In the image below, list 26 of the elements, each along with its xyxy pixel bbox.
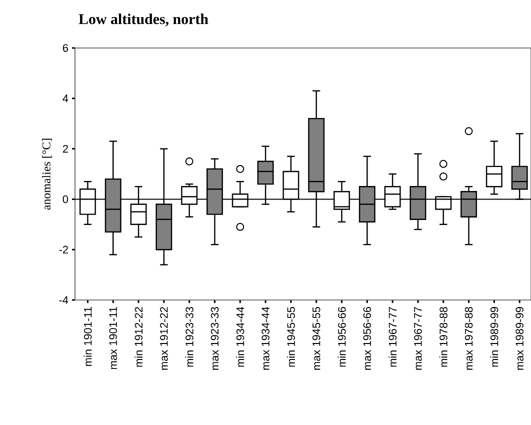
x-tick-label: max 1901-11	[109, 307, 117, 369]
x-tick-label: max 1945-55	[312, 307, 320, 370]
x-tick-label: max 1967-77	[414, 307, 422, 370]
x-tick-label: max 1923-33	[210, 307, 219, 370]
x-tick-label: max 1912-22	[160, 307, 168, 370]
x-tick-label: min 1967-77	[388, 307, 397, 367]
x-tick-label: min 1978-88	[439, 307, 448, 367]
y-tick-label: 4	[62, 94, 68, 102]
x-tick-label: min 1956-66	[338, 307, 346, 367]
x-tick-label: max 1989-99	[516, 307, 524, 370]
y-tick-label: 0	[62, 195, 68, 204]
x-tick-label: max 1978-88	[464, 307, 473, 370]
x-tick-label: min 1912-22	[134, 307, 143, 367]
x-tick-label: min 1989-99	[490, 307, 498, 367]
x-tick-label: min 1901-11	[84, 307, 92, 366]
y-tick-label: 6	[62, 44, 68, 52]
y-tick-label: -2	[59, 246, 68, 254]
y-tick-label: -4	[59, 296, 68, 304]
y-tick-label: 2	[62, 144, 68, 153]
y-axis-title: anomalies [°C]	[42, 138, 52, 210]
x-tick-label: max 1956-66	[363, 307, 372, 370]
x-tick-label: min 1945-55	[286, 307, 295, 367]
x-tick-label: max 1934-44	[262, 306, 270, 370]
chart-title: Low altitudes, north	[78, 14, 208, 26]
x-tick-label: min 1934-44	[236, 306, 244, 367]
x-tick-label: min 1923-33	[185, 307, 194, 367]
